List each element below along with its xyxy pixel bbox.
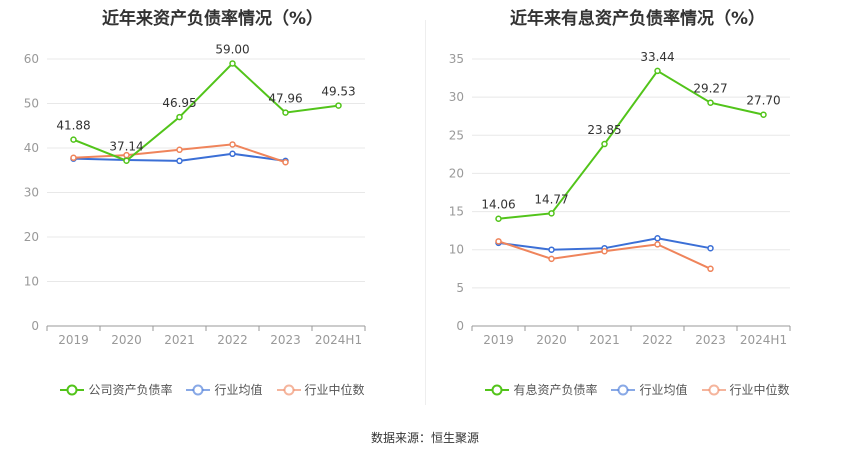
chart-legend: 有息资产负债率 行业均值 行业中位数 bbox=[425, 381, 850, 398]
y-tick-label: 40 bbox=[24, 141, 39, 155]
series-line-company bbox=[498, 69, 764, 220]
data-point-company[interactable] bbox=[335, 102, 342, 109]
chart-title: 近年来资产负债率情况（%） bbox=[101, 9, 324, 29]
data-point-company[interactable] bbox=[282, 109, 289, 116]
y-tick-label: 10 bbox=[449, 243, 464, 257]
chart-panel-debt-ratio: 近年来资产负债率情况（%） 0 10 20 30 40 50 60 2019 2020 2021 2… bbox=[0, 0, 425, 420]
chart-title: 近年来有息资产负债率情况（%） bbox=[509, 9, 766, 29]
data-point-median[interactable] bbox=[229, 141, 236, 148]
panel-divider bbox=[425, 20, 426, 405]
data-label: 29.27 bbox=[693, 82, 727, 96]
y-tick-label: 0 bbox=[456, 319, 464, 333]
legend-swatch bbox=[701, 384, 726, 395]
legend-label: 有息资产负债率 bbox=[513, 383, 598, 397]
data-point-company[interactable] bbox=[707, 99, 714, 106]
data-label: 46.95 bbox=[162, 96, 196, 110]
series-line-company bbox=[73, 62, 339, 162]
chart-panel-interest-debt-ratio: 近年来有息资产负债率情况（%） 0 5 10 15 20 25 30 35 2019 2020 20… bbox=[425, 0, 850, 420]
data-label: 47.96 bbox=[268, 92, 302, 106]
legend-item-avg[interactable]: 行业均值 bbox=[186, 381, 263, 398]
data-point-median[interactable] bbox=[707, 265, 714, 273]
data-label: 41.88 bbox=[56, 119, 90, 133]
x-tick-label: 2021 bbox=[164, 333, 195, 347]
legend-item-avg[interactable]: 行业均值 bbox=[611, 381, 688, 398]
legend-label: 行业中位数 bbox=[304, 383, 365, 397]
y-tick-label: 50 bbox=[24, 97, 39, 111]
legend-label: 行业均值 bbox=[214, 383, 263, 397]
x-tick-label: 2023 bbox=[695, 333, 726, 347]
legend-label: 行业均值 bbox=[639, 383, 688, 397]
x-tick-label: 2019 bbox=[58, 333, 89, 347]
legend-swatch bbox=[611, 384, 636, 395]
data-point-avg[interactable] bbox=[707, 244, 714, 252]
data-label: 27.70 bbox=[746, 94, 780, 108]
data-label: 23.85 bbox=[587, 123, 621, 137]
data-label: 49.53 bbox=[321, 85, 355, 99]
y-tick-label: 60 bbox=[24, 52, 39, 66]
legend-item-median[interactable]: 行业中位数 bbox=[701, 381, 790, 398]
data-point-median[interactable] bbox=[282, 158, 289, 166]
data-label: 33.44 bbox=[640, 50, 674, 64]
data-point-median[interactable] bbox=[548, 255, 555, 263]
x-tick-label: 2024H1 bbox=[740, 333, 787, 347]
data-point-median[interactable] bbox=[601, 247, 608, 255]
data-source-note: 数据来源：恒生聚源 bbox=[370, 431, 479, 445]
y-tick-label: 30 bbox=[449, 90, 464, 104]
data-point-median[interactable] bbox=[176, 146, 183, 154]
chart-plot: 0 10 20 30 40 50 60 2019 2020 2021 2022 2023 2024H1 4… bbox=[24, 42, 366, 347]
x-tick-label: 2022 bbox=[217, 333, 248, 347]
legend-item-median[interactable]: 行业中位数 bbox=[276, 381, 365, 398]
legend-swatch bbox=[60, 384, 85, 395]
x-tick-label: 2024H1 bbox=[315, 333, 362, 347]
y-tick-label: 10 bbox=[24, 275, 39, 289]
data-point-median[interactable] bbox=[654, 241, 661, 248]
data-point-avg[interactable] bbox=[176, 157, 183, 165]
legend-label: 行业中位数 bbox=[729, 383, 790, 397]
legend-swatch bbox=[186, 384, 211, 395]
x-tick-label: 2019 bbox=[483, 333, 514, 347]
data-point-company[interactable] bbox=[760, 111, 767, 118]
data-point-avg[interactable] bbox=[548, 246, 555, 253]
legend-swatch bbox=[276, 384, 301, 395]
data-label: 14.06 bbox=[481, 198, 515, 212]
y-tick-label: 35 bbox=[449, 52, 464, 66]
x-tick-label: 2023 bbox=[270, 333, 301, 347]
chart-legend: 公司资产负债率 行业均值 行业中位数 bbox=[0, 381, 425, 398]
x-tick-label: 2022 bbox=[642, 333, 673, 347]
chart-plot: 0 5 10 15 20 25 30 35 2019 2020 2021 2022 2023 2024H1… bbox=[449, 50, 791, 347]
data-point-median[interactable] bbox=[495, 238, 502, 245]
x-tick-label: 2021 bbox=[589, 333, 620, 347]
data-label: 37.14 bbox=[109, 140, 143, 154]
data-point-company[interactable] bbox=[495, 215, 502, 222]
y-tick-label: 25 bbox=[449, 128, 464, 142]
y-tick-label: 0 bbox=[31, 319, 39, 333]
data-point-company[interactable] bbox=[229, 60, 236, 67]
data-point-company[interactable] bbox=[601, 140, 608, 148]
data-point-company[interactable] bbox=[70, 136, 77, 143]
data-point-company[interactable] bbox=[123, 157, 130, 164]
legend-item-company[interactable]: 有息资产负债率 bbox=[485, 381, 597, 398]
y-tick-label: 5 bbox=[456, 281, 464, 295]
data-label: 59.00 bbox=[215, 42, 249, 56]
data-point-median[interactable] bbox=[70, 154, 77, 162]
data-point-company[interactable] bbox=[548, 210, 555, 217]
legend-label: 公司资产负债率 bbox=[88, 383, 173, 397]
x-tick-label: 2020 bbox=[536, 333, 567, 347]
data-point-company[interactable] bbox=[654, 67, 661, 75]
y-tick-label: 30 bbox=[24, 186, 39, 200]
x-tick-label: 2020 bbox=[111, 333, 142, 347]
legend-swatch bbox=[485, 384, 510, 395]
y-tick-label: 20 bbox=[24, 230, 39, 244]
y-tick-label: 15 bbox=[449, 205, 464, 219]
legend-item-company[interactable]: 公司资产负债率 bbox=[60, 381, 172, 398]
data-point-avg[interactable] bbox=[654, 235, 661, 242]
data-label: 14.77 bbox=[534, 192, 568, 206]
data-point-avg[interactable] bbox=[229, 150, 236, 158]
data-point-company[interactable] bbox=[176, 113, 183, 121]
y-tick-label: 20 bbox=[449, 166, 464, 180]
